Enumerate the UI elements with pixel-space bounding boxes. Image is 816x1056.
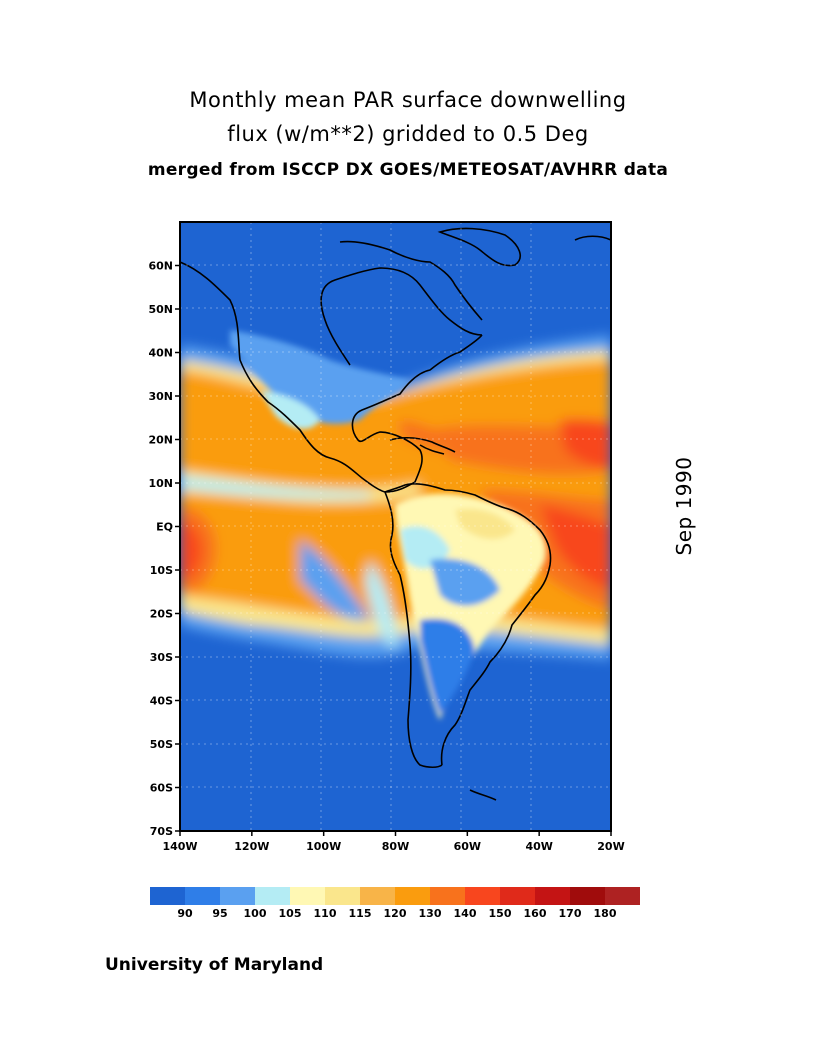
lon-tick-label: 60W — [454, 840, 481, 853]
colorbar-label: 110 — [313, 907, 337, 920]
lon-tick-label: 120W — [234, 840, 269, 853]
colorbar-label: 180 — [593, 907, 617, 920]
colorbar-segment — [255, 887, 290, 905]
colorbar-segment — [290, 887, 325, 905]
colorbar-label: 140 — [453, 907, 477, 920]
colorbar-label: 100 — [243, 907, 267, 920]
colorbar-segment — [570, 887, 605, 905]
lat-tick-label: 60N — [148, 260, 173, 273]
colorbar-segment — [465, 887, 500, 905]
colorbar-segment — [150, 887, 185, 905]
lat-tick-label: 70S — [150, 825, 173, 838]
colorbar-label: 130 — [418, 907, 442, 920]
colorbar-label: 160 — [523, 907, 547, 920]
colorbar-label: 90 — [177, 907, 193, 920]
footer-institution: University of Maryland — [105, 955, 324, 975]
lat-tick-label: EQ — [156, 521, 173, 534]
lon-tick-label: 20W — [597, 840, 624, 853]
colorbar — [150, 887, 640, 905]
lat-tick-label: 10N — [148, 477, 173, 490]
colorbar-label: 115 — [348, 907, 372, 920]
colorbar-segment — [325, 887, 360, 905]
colorbar-label: 170 — [558, 907, 582, 920]
lon-tick-label: 100W — [306, 840, 341, 853]
lat-tick-label: 50S — [150, 738, 173, 751]
lon-tick-label: 140W — [162, 840, 197, 853]
colorbar-segment — [500, 887, 535, 905]
lat-tick-label: 20N — [148, 434, 173, 447]
map-axes: 60N 50N 40N 30N 20N 10N EQ 10S 20S 30S 40S 50S 60S 70… — [148, 260, 624, 854]
lat-tick-label: 40N — [148, 347, 173, 360]
lon-tick-label: 40W — [525, 840, 552, 853]
lat-tick-label: 60S — [150, 782, 173, 795]
lat-tick-label: 10S — [150, 564, 173, 577]
colorbar-label: 95 — [212, 907, 228, 920]
date-label: Sep 1990 — [672, 456, 696, 556]
colorbar-label: 105 — [278, 907, 302, 920]
lat-tick-label: 40S — [150, 695, 173, 708]
lat-tick-label: 30S — [150, 651, 173, 664]
colorbar-labels: 90 95 100 105 110 115 120 130 140 150 160 170 180 — [150, 907, 640, 923]
map-title-line-1: Monthly mean PAR surface downwelling — [189, 88, 627, 112]
colorbar-segment — [605, 887, 640, 905]
lon-tick-label: 80W — [382, 840, 409, 853]
colorbar-segment — [185, 887, 220, 905]
colorbar-label: 120 — [383, 907, 407, 920]
colorbar-segment — [395, 887, 430, 905]
coastlines — [180, 227, 611, 801]
flux-field — [180, 222, 611, 831]
map-title-line-2: flux (w/m**2) gridded to 0.5 Deg — [227, 122, 589, 146]
colorbar-segment — [360, 887, 395, 905]
lat-tick-label: 50N — [148, 303, 173, 316]
lat-tick-label: 30N — [148, 390, 173, 403]
colorbar-segment — [430, 887, 465, 905]
colorbar-segment — [220, 887, 255, 905]
lat-tick-label: 20S — [150, 608, 173, 621]
colorbar-segment — [535, 887, 570, 905]
map-subtitle: merged from ISCCP DX GOES/METEOSAT/AVHRR… — [147, 160, 669, 180]
colorbar-label: 150 — [488, 907, 512, 920]
